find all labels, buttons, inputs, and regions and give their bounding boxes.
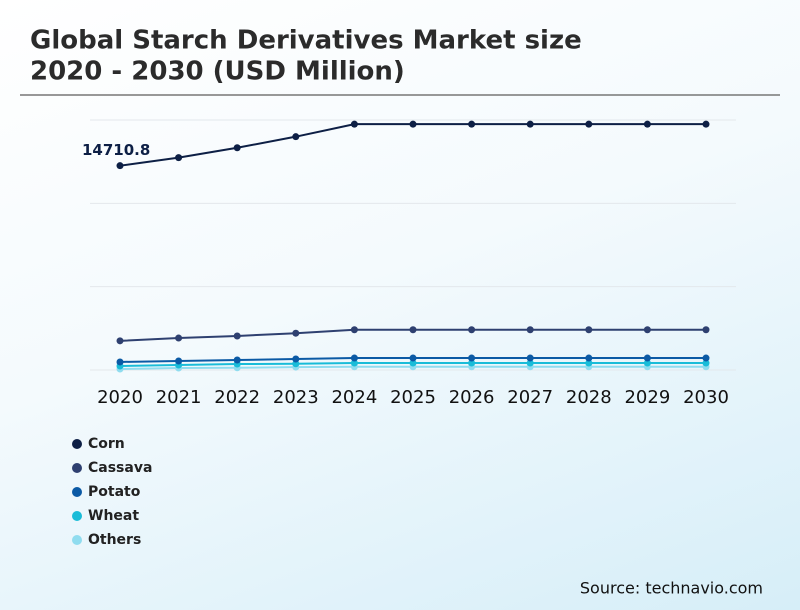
chart-title-line-1: Global Starch Derivatives Market size	[30, 26, 582, 56]
data-point	[233, 356, 241, 364]
data-point	[643, 120, 651, 128]
data-point	[585, 354, 593, 362]
source: Source: technavio.com	[580, 579, 763, 598]
data-point	[468, 120, 476, 128]
data-point	[409, 326, 417, 334]
legend-label: Wheat	[88, 508, 139, 524]
data-point	[526, 354, 534, 362]
series-line	[119, 123, 706, 167]
x-tick-label: 2030	[683, 387, 729, 408]
legend-marker	[72, 487, 82, 497]
data-point	[643, 326, 651, 334]
data-point	[643, 354, 651, 362]
x-tick-label: 2028	[566, 387, 612, 408]
legend-label: Potato	[88, 484, 141, 500]
data-point	[468, 359, 476, 367]
x-tick-label: 2025	[390, 387, 436, 408]
x-tick-label: 2029	[624, 387, 670, 408]
x-tick-label: 2027	[507, 387, 553, 408]
data-point	[585, 120, 593, 128]
data-point	[526, 359, 534, 367]
data-point	[175, 154, 183, 162]
legend-label: Corn	[88, 436, 125, 452]
data-point	[292, 133, 300, 141]
x-tick-label: 2023	[273, 387, 319, 408]
x-tick-label: 2020	[97, 387, 143, 408]
data-label: 14710.8	[82, 141, 150, 159]
data-point	[409, 120, 417, 128]
x-tick-label: 2026	[449, 387, 495, 408]
legend-label: Cassava	[88, 460, 152, 476]
data-point	[585, 326, 593, 334]
data-point	[350, 359, 358, 367]
data-point	[116, 162, 124, 170]
data-point	[702, 120, 710, 128]
data-point	[233, 332, 241, 340]
data-point	[116, 337, 124, 345]
data-point	[350, 120, 358, 128]
data-point	[702, 354, 710, 362]
data-point	[526, 326, 534, 334]
legend-marker	[72, 439, 82, 449]
chart-title-line-2: 2020 - 2030 (USD Million)	[30, 57, 405, 87]
data-point	[409, 359, 417, 367]
x-tick-label: 2024	[331, 387, 377, 408]
data-point	[292, 355, 300, 363]
legend-marker	[72, 535, 82, 545]
legend-label: Others	[88, 532, 141, 548]
data-point	[702, 326, 710, 334]
data-point	[233, 144, 241, 152]
data-point	[175, 357, 183, 365]
data-point	[468, 326, 476, 334]
x-tick-label: 2021	[156, 387, 202, 408]
data-point	[468, 354, 476, 362]
legend-marker	[72, 511, 82, 521]
data-point	[175, 334, 183, 342]
data-point	[585, 359, 593, 367]
data-point	[292, 329, 300, 337]
data-point	[116, 358, 124, 366]
data-point	[409, 354, 417, 362]
data-point	[702, 359, 710, 367]
data-point	[350, 354, 358, 362]
data-point	[643, 359, 651, 367]
x-tick-label: 2022	[214, 387, 260, 408]
data-point	[350, 326, 358, 334]
legend-marker	[72, 463, 82, 473]
data-point	[526, 120, 534, 128]
